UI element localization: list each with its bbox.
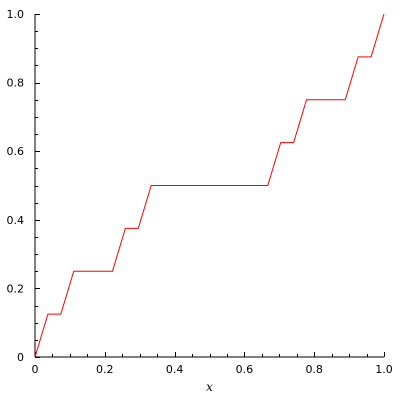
series-line-1 — [34, 13, 385, 358]
axes — [34, 14, 384, 358]
y-tick-label: 0.4 — [7, 214, 25, 227]
ticks: 0 0.2 0.4 0.6 0.8 1.0 0 0.2 0.4 0.6 0.8 1.0 — [7, 8, 393, 376]
y-tick-label: 0.2 — [7, 282, 25, 295]
x-tick-label: 0.4 — [166, 363, 184, 376]
x-axis-title: x — [206, 380, 213, 394]
x-tick-label: 0.2 — [96, 363, 114, 376]
x-tick-label: 0 — [32, 363, 39, 376]
x-tick-label: 1.0 — [375, 363, 393, 376]
y-tick-label: 0.6 — [7, 145, 25, 158]
y-tick-label: 0.8 — [7, 77, 25, 90]
series — [34, 13, 385, 358]
y-tick-label: 1.0 — [7, 8, 25, 21]
y-tick-label: 0 — [17, 351, 24, 364]
x-tick-label: 0.8 — [305, 363, 323, 376]
x-tick-label: 0.6 — [236, 363, 254, 376]
